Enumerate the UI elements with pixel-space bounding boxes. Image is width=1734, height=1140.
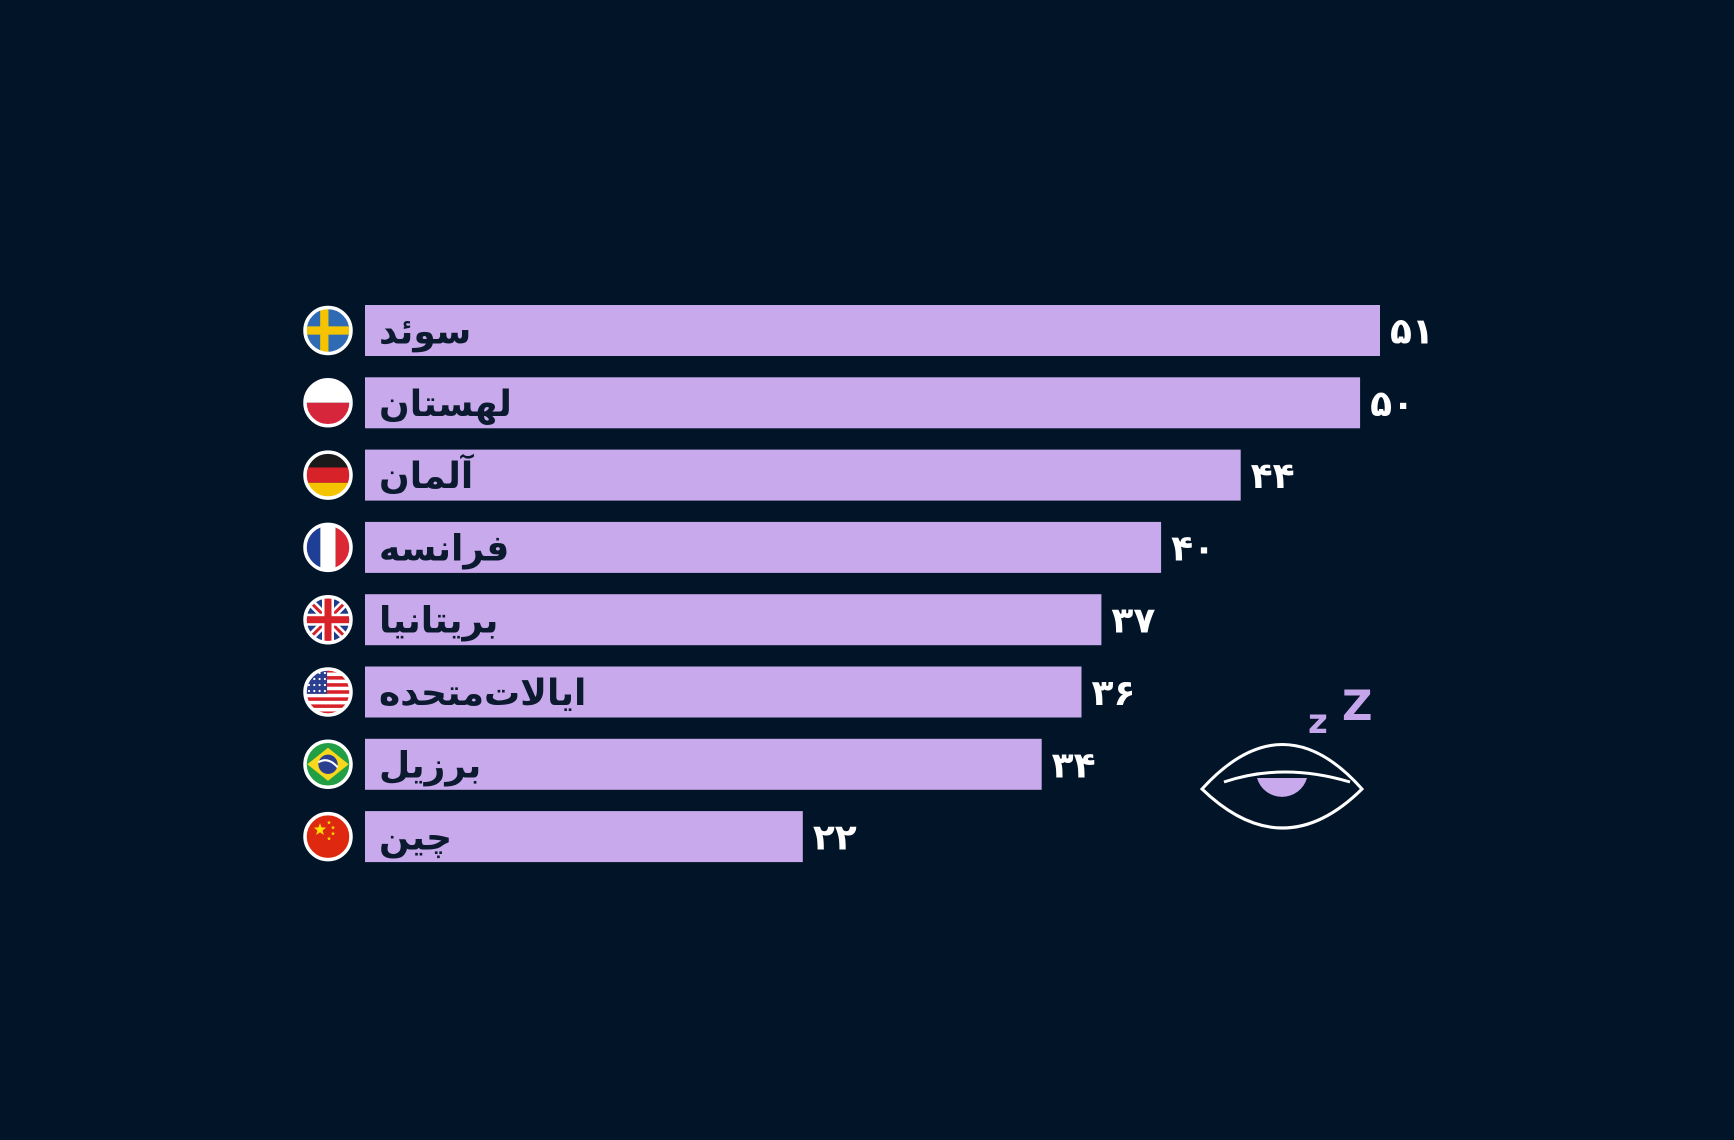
flag-6	[303, 739, 353, 790]
bar-category-label: فرانسه	[379, 528, 509, 569]
bar-row: چین ۲۲	[303, 811, 857, 863]
bar-value-label: ۳۴	[1052, 745, 1096, 786]
bar	[365, 449, 1241, 501]
flag-border	[303, 522, 353, 573]
sleeping-eye-icon: z Z	[1199, 681, 1372, 830]
bar-category-label: برزیل	[379, 745, 481, 786]
bar-rows: سوئد ۵۱ لهستان ۵۰ آلمان ۴۴ فرانسه ۴۰ بریتانیا ۳۷ ا…	[303, 305, 1434, 863]
bar-row: ایالات‌متحده ۳۶	[303, 666, 1135, 718]
bar-row: فرانسه ۴۰	[303, 521, 1215, 573]
flag-7	[303, 811, 353, 862]
flag-2	[303, 450, 353, 500]
bar	[365, 521, 1162, 573]
zz-large-letter: Z	[1342, 681, 1372, 730]
bar-row: برزیل ۳۴	[303, 738, 1096, 790]
flag-border	[303, 667, 353, 717]
bar	[365, 377, 1361, 429]
flag-border	[303, 378, 353, 428]
zz-small-letter: z	[1308, 702, 1328, 742]
bar-value-label: ۴۴	[1251, 456, 1295, 497]
bar-value-label: ۴۰	[1171, 528, 1215, 569]
flag-border	[303, 594, 353, 645]
bar-category-label: بریتانیا	[379, 601, 498, 642]
flag-3	[303, 522, 353, 573]
poland-flag-icon	[305, 379, 351, 426]
bar-value-label: ۵۰	[1370, 384, 1414, 425]
bar-category-label: سوئد	[379, 312, 471, 353]
bar-row: بریتانیا ۳۷	[303, 594, 1155, 646]
bar-row: آلمان ۴۴	[303, 449, 1295, 501]
bar-category-label: آلمان	[379, 453, 475, 497]
eye-lid-line	[1223, 770, 1351, 784]
bar-category-label: لهستان	[379, 384, 512, 425]
flag-0	[303, 305, 353, 356]
bar-value-label: ۵۱	[1390, 312, 1434, 353]
flag-border	[303, 305, 353, 356]
bar-value-label: ۳۶	[1091, 673, 1135, 714]
bar	[365, 811, 803, 863]
bar-row: سوئد ۵۱	[303, 305, 1434, 356]
bar-category-label: ایالات‌متحده	[379, 673, 586, 714]
bar	[365, 305, 1380, 356]
eye-pupil	[1257, 778, 1307, 797]
bar-category-label: چین	[379, 818, 452, 859]
bar	[365, 738, 1042, 790]
flag-border	[303, 739, 353, 790]
bar-value-label: ۳۷	[1111, 601, 1155, 642]
flag-border	[303, 450, 353, 500]
eye-outline	[1199, 743, 1365, 830]
flag-1	[303, 378, 353, 428]
bar-row: لهستان ۵۰	[303, 377, 1414, 429]
bar-value-label: ۲۲	[813, 818, 857, 859]
bar	[365, 594, 1102, 646]
flag-5	[303, 667, 353, 717]
flag-border	[303, 811, 353, 862]
bar	[365, 666, 1082, 718]
flag-4	[303, 594, 353, 645]
